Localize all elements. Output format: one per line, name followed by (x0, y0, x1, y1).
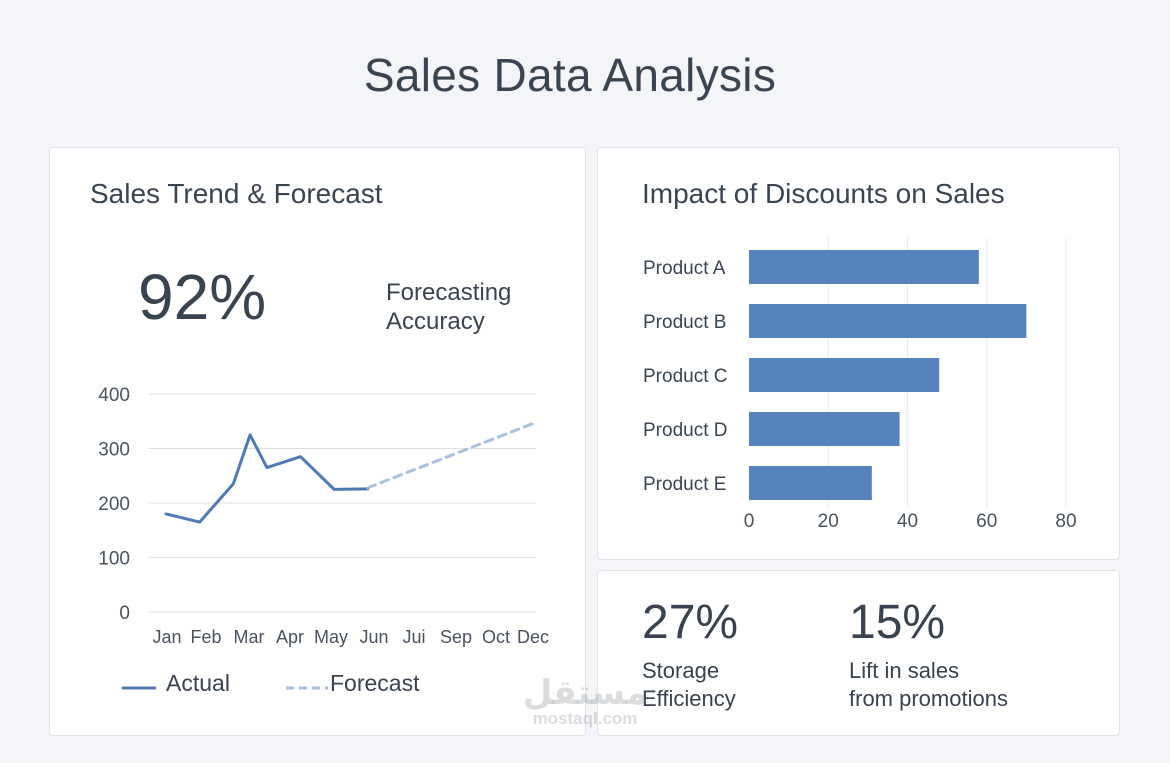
bar-product-c (749, 358, 940, 392)
watermark: مستقل mostaql.com (515, 676, 655, 728)
x-tick-label: May (314, 627, 348, 647)
x-tick-label: 60 (976, 511, 997, 532)
category-label: Product A (643, 258, 726, 279)
legend-actual-swatch (122, 670, 156, 697)
promotion-lift-value: 15% (849, 596, 946, 649)
x-tick-label: Apr (276, 627, 304, 647)
legend-actual: Actual (122, 670, 230, 697)
x-tick-label: 40 (897, 511, 918, 532)
x-tick-label: Jan (152, 627, 181, 647)
kpi-card: 27% Storage Efficiency 15% Lift in sales… (597, 570, 1120, 736)
x-tick-label: Oct (482, 627, 510, 647)
legend-forecast-swatch (286, 670, 328, 697)
y-tick-label: 200 (98, 494, 130, 515)
sales-trend-card: Sales Trend & Forecast 92% Forecasting A… (49, 147, 586, 736)
x-tick-label: 20 (818, 511, 839, 532)
discount-card-title: Impact of Discounts on Sales (642, 178, 1005, 209)
category-label: Product B (643, 312, 726, 333)
y-tick-label: 100 (98, 549, 130, 570)
forecast-accuracy-label: Forecasting Accuracy (386, 279, 512, 335)
trend-card-title: Sales Trend & Forecast (90, 178, 383, 209)
watermark-logo: مستقل (522, 674, 648, 712)
bar-product-d (749, 412, 900, 446)
legend-actual-label: Actual (166, 670, 230, 696)
x-tick-label: Jun (359, 627, 388, 647)
x-tick-label: Feb (190, 627, 221, 647)
category-label: Product C (643, 366, 727, 387)
y-tick-label: 400 (98, 385, 130, 406)
legend-forecast-label: Forecast (330, 670, 420, 696)
y-tick-label: 0 (119, 603, 130, 624)
y-tick-label: 300 (98, 440, 130, 461)
bar-product-e (749, 466, 872, 500)
watermark-url: mostaql.com (532, 709, 638, 728)
storage-efficiency-label: Storage Efficiency (642, 658, 736, 711)
forecast-accuracy-value: 92% (138, 261, 267, 333)
x-tick-label: 80 (1055, 511, 1076, 532)
actual-series-line (164, 433, 370, 524)
discount-impact-card: Impact of Discounts on Sales 0 20 40 60 80 Pr… (597, 147, 1120, 560)
sales-line-chart: 0 100 200 300 400 Jan Feb Mar Apr May Jun Jui Sep Oct… (98, 385, 549, 647)
storage-efficiency-value: 27% (642, 596, 739, 649)
bar-product-b (749, 304, 1027, 338)
x-tick-label: Dec (517, 627, 549, 647)
x-tick-label: Sep (440, 627, 472, 647)
x-tick-label: 0 (744, 511, 755, 532)
x-tick-label: Mar (234, 627, 265, 647)
forecast-series-line (366, 420, 538, 490)
x-tick-label: Jui (402, 627, 425, 647)
category-label: Product D (643, 420, 727, 441)
bar-product-a (749, 250, 979, 284)
legend-forecast: Forecast (286, 670, 419, 697)
promotion-lift-label: Lift in sales from promotions (849, 658, 1008, 711)
discount-bar-chart: 0 20 40 60 80 Product A Product B Product C Prod… (643, 238, 1077, 532)
page-title: Sales Data Analysis (363, 49, 777, 101)
category-label: Product E (643, 474, 726, 495)
